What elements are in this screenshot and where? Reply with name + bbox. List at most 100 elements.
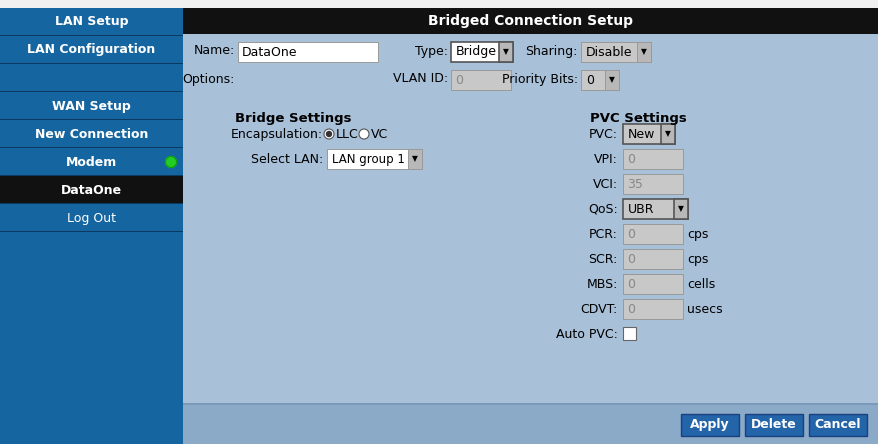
Bar [745, 413, 802, 436]
Text: Apply: Apply [689, 418, 729, 431]
Text: VPI:: VPI: [594, 152, 617, 166]
Text: usecs: usecs [687, 302, 722, 316]
Bar [450, 70, 510, 90]
Text: LAN Configuration: LAN Configuration [27, 44, 155, 56]
Bar [0, 92, 183, 120]
Circle shape [326, 131, 331, 136]
Text: ▼: ▼ [412, 155, 417, 163]
Text: Auto PVC:: Auto PVC: [556, 328, 617, 341]
Circle shape [358, 129, 369, 139]
Bar [183, 34, 878, 405]
Text: LAN Setup: LAN Setup [54, 16, 128, 28]
Text: Sharing:: Sharing: [525, 44, 578, 58]
Text: LLC: LLC [335, 127, 358, 140]
Bar [580, 70, 618, 90]
Bar [238, 42, 378, 62]
Text: Cancel: Cancel [814, 418, 860, 431]
Text: DataOne: DataOne [61, 183, 122, 197]
Text: cps: cps [687, 253, 708, 266]
Text: cps: cps [687, 227, 708, 241]
Text: QoS:: QoS: [587, 202, 617, 215]
Bar [0, 147, 183, 148]
Bar [623, 224, 682, 244]
Bar [623, 124, 674, 144]
Bar [580, 42, 651, 62]
Text: Type:: Type: [414, 44, 448, 58]
Text: cells: cells [687, 278, 715, 290]
Bar [183, 8, 878, 34]
Text: New: New [627, 127, 655, 140]
Bar [0, 91, 183, 92]
Text: Options:: Options: [183, 72, 234, 86]
Bar [0, 8, 183, 36]
Text: Modem: Modem [66, 155, 117, 169]
Text: 0: 0 [586, 74, 594, 87]
Text: 0: 0 [626, 253, 634, 266]
Text: Priority Bits:: Priority Bits: [501, 72, 578, 86]
Bar [623, 149, 682, 169]
Text: ▼: ▼ [665, 130, 670, 139]
Text: 0: 0 [626, 152, 634, 166]
Text: PVC Settings: PVC Settings [589, 112, 686, 125]
Bar [0, 176, 183, 204]
Text: VLAN ID:: VLAN ID: [392, 72, 448, 86]
Text: Bridged Connection Setup: Bridged Connection Setup [428, 14, 633, 28]
Text: 0: 0 [626, 278, 634, 290]
Text: SCR:: SCR: [588, 253, 617, 266]
Text: WAN Setup: WAN Setup [52, 99, 131, 112]
Text: 0: 0 [455, 74, 463, 87]
Bar [604, 70, 618, 90]
Text: LAN group 1: LAN group 1 [332, 152, 405, 166]
Text: CDVT:: CDVT: [580, 302, 617, 316]
Bar [623, 299, 682, 319]
Bar [0, 0, 878, 8]
Text: 35: 35 [626, 178, 642, 190]
Bar [0, 175, 183, 176]
Bar [0, 64, 183, 92]
Bar [0, 8, 183, 444]
Text: Name:: Name: [193, 44, 234, 58]
Circle shape [324, 129, 334, 139]
Text: Log Out: Log Out [67, 211, 116, 225]
Text: ▼: ▼ [677, 205, 683, 214]
Text: Bridge Settings: Bridge Settings [234, 112, 351, 125]
Bar [808, 413, 866, 436]
Bar [0, 35, 183, 36]
Bar [499, 42, 513, 62]
Bar [0, 119, 183, 120]
Bar [660, 124, 674, 144]
Text: Encapsulation:: Encapsulation: [231, 127, 322, 140]
Bar [623, 199, 687, 219]
Bar [450, 42, 513, 62]
Bar [0, 36, 183, 64]
Bar [637, 42, 651, 62]
Text: VCI:: VCI: [592, 178, 617, 190]
Text: ▼: ▼ [608, 75, 615, 84]
Text: UBR: UBR [627, 202, 654, 215]
Bar [673, 199, 687, 219]
Text: New Connection: New Connection [35, 127, 148, 140]
Text: DataOne: DataOne [241, 45, 297, 59]
Bar [0, 203, 183, 204]
Bar [183, 405, 878, 444]
Bar [623, 249, 682, 269]
Bar [623, 327, 636, 340]
Bar [680, 413, 738, 436]
Text: Delete: Delete [751, 418, 796, 431]
Text: ▼: ▼ [502, 48, 508, 56]
Bar [183, 403, 878, 405]
Text: PVC:: PVC: [588, 127, 617, 140]
Text: Select LAN:: Select LAN: [250, 152, 322, 166]
Text: 0: 0 [626, 302, 634, 316]
Bar [327, 149, 421, 169]
Text: Bridge: Bridge [456, 45, 496, 59]
Bar [0, 231, 183, 232]
Bar [407, 149, 421, 169]
Circle shape [165, 156, 176, 167]
Text: MBS:: MBS: [586, 278, 617, 290]
Bar [0, 63, 183, 64]
Bar [0, 204, 183, 232]
Bar [0, 148, 183, 176]
Text: VC: VC [371, 127, 388, 140]
Bar [0, 120, 183, 148]
